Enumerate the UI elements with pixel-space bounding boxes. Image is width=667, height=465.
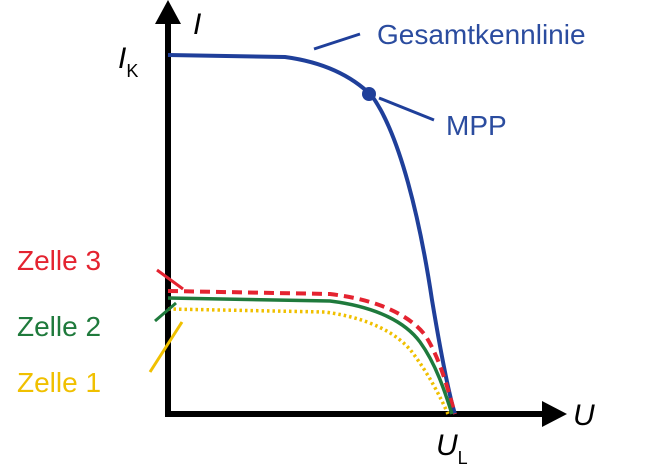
- cell3-curve: [167, 289, 457, 415]
- open-circuit-voltage-label: UL: [436, 429, 468, 465]
- short-circuit-current-main: I: [118, 42, 126, 75]
- total-curve-label: Gesamtkennlinie: [377, 19, 586, 50]
- x-axis-symbol: U: [573, 399, 595, 432]
- x-axis-arrow-icon: [542, 401, 567, 427]
- cell2-curve: [167, 296, 454, 415]
- open-circuit-voltage-main: U: [436, 429, 458, 462]
- total-curve-leader-line: [313, 32, 361, 51]
- cell3-label: Zelle 3: [17, 245, 101, 276]
- mpp-label: MPP: [446, 110, 507, 141]
- cell3-leader-line: [156, 268, 184, 291]
- cell2-label: Zelle 2: [17, 311, 101, 342]
- y-axis-symbol: I: [193, 8, 201, 41]
- cell1-leader-line: [148, 321, 184, 373]
- open-circuit-voltage-sub: L: [458, 448, 468, 465]
- short-circuit-current-sub: K: [126, 61, 138, 81]
- cell2-leader-line: [154, 301, 177, 323]
- cell1-label: Zelle 1: [17, 367, 101, 398]
- y-axis-arrow-icon: [155, 0, 181, 24]
- total-characteristic-curve: [167, 53, 457, 415]
- short-circuit-current-label: IK: [118, 42, 138, 81]
- mpp-point: [362, 87, 376, 101]
- mpp-leader-line: [378, 96, 435, 122]
- cell1-curve: [167, 307, 450, 415]
